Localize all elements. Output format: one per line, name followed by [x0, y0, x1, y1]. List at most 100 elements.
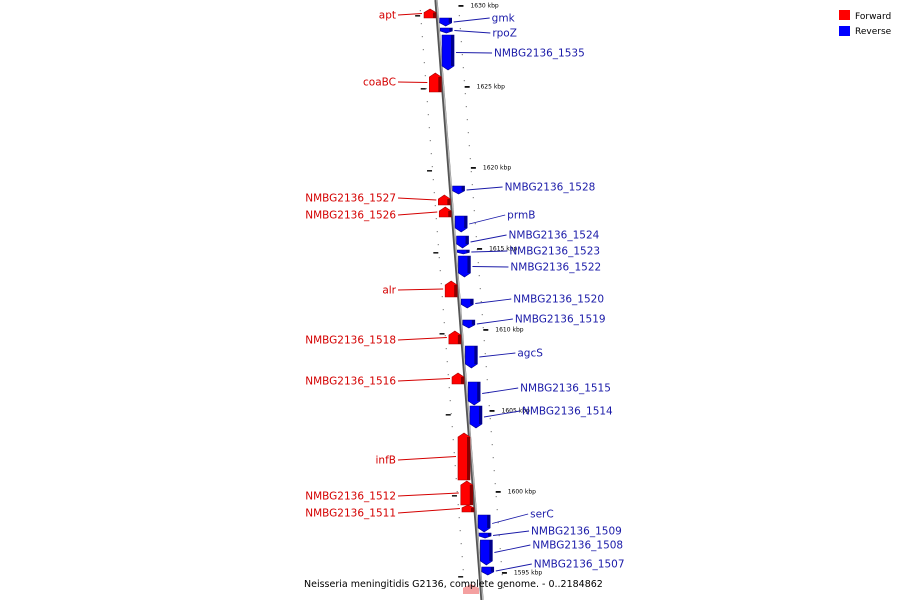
genome-axis-line — [436, 0, 484, 600]
forward-gene-label[interactable]: NMBG2136_1511 — [305, 508, 396, 520]
guide-dot — [422, 49, 424, 51]
guide-dot — [425, 88, 427, 90]
reverse-gene-shade — [489, 540, 493, 561]
reverse-gene-connector — [479, 352, 516, 358]
guide-dot — [420, 23, 422, 25]
guide-dot — [481, 314, 483, 316]
guide-dot — [461, 556, 463, 558]
guide-dot — [419, 10, 421, 12]
legend-forward-swatch — [839, 10, 850, 20]
reverse-gene-shade — [451, 35, 455, 66]
reverse-gene-label[interactable]: NMBG2136_1515 — [520, 383, 611, 395]
reverse-gene-label[interactable]: NMBG2136_1508 — [532, 540, 623, 552]
guide-dot — [473, 210, 475, 212]
guide-dot — [444, 335, 446, 337]
guide-dot — [460, 543, 462, 545]
guide-dot — [501, 574, 503, 576]
reverse-gene-label[interactable]: agcS — [517, 348, 543, 360]
reverse-gene-label[interactable]: NMBG2136_1514 — [522, 406, 613, 418]
guide-dot — [486, 379, 488, 381]
reverse-gene-connector — [453, 17, 490, 23]
guide-dot — [488, 405, 490, 407]
reverse-gene-label[interactable]: NMBG2136_1509 — [531, 526, 622, 538]
reverse-gene-shade — [465, 236, 469, 244]
reverse-gene-connector — [492, 530, 530, 536]
guide-dot — [467, 132, 469, 134]
guide-dot — [428, 127, 430, 129]
guide-dot — [458, 517, 460, 519]
tick-label: 1615 kbp — [489, 246, 517, 253]
guide-dot — [466, 119, 468, 121]
forward-gene-label[interactable]: coaBC — [363, 77, 396, 89]
forward-gene-label[interactable]: NMBG2136_1526 — [305, 210, 396, 222]
guide-dot — [483, 340, 485, 342]
guide-dot — [437, 244, 439, 246]
guide-dot — [458, 15, 460, 17]
guide-dot — [464, 93, 466, 95]
forward-gene-connector — [397, 288, 444, 291]
tick-label: 1610 kbp — [495, 327, 523, 334]
forward-gene-label[interactable]: infB — [376, 455, 396, 467]
reverse-gene-label[interactable]: prmB — [507, 210, 535, 222]
reverse-gene-label[interactable]: rpoZ — [492, 28, 517, 40]
reverse-gene-label[interactable]: NMBG2136_1507 — [534, 559, 625, 571]
guide-dot — [490, 431, 492, 433]
tick-label: 1630 kbp — [470, 3, 498, 10]
reverse-gene-label[interactable]: NMBG2136_1522 — [510, 262, 601, 274]
tick-mark — [464, 86, 470, 88]
guide-dot — [493, 470, 495, 472]
reverse-gene-shade — [467, 256, 471, 273]
reverse-gene-label[interactable]: NMBG2136_1519 — [515, 314, 606, 326]
reverse-gene-connector — [456, 52, 493, 54]
guide-dot — [472, 197, 474, 199]
forward-gene-label[interactable]: alr — [382, 285, 396, 297]
guide-dot — [450, 413, 452, 415]
guide-dot — [446, 361, 448, 363]
forward-gene-label[interactable]: NMBG2136_1512 — [305, 491, 396, 503]
guide-dot — [474, 223, 476, 225]
faded-forward-gene — [463, 584, 479, 594]
legend: Forward Reverse — [839, 10, 892, 37]
reverse-gene-shade — [487, 515, 491, 528]
guide-dot — [465, 106, 467, 108]
forward-gene-label[interactable]: NMBG2136_1527 — [305, 193, 396, 205]
guide-dot — [499, 548, 501, 550]
reverse-gene-label[interactable]: NMBG2136_1528 — [505, 182, 596, 194]
guide-dot — [454, 465, 456, 467]
tick-label: 1605 kbp — [502, 408, 530, 415]
guide-dot — [500, 561, 502, 563]
forward-gene-label[interactable]: NMBG2136_1518 — [305, 335, 396, 347]
guide-dot — [457, 504, 459, 506]
reverse-gene-shade — [449, 28, 453, 31]
forward-gene-label[interactable]: NMBG2136_1516 — [305, 376, 396, 388]
axis-dash — [451, 495, 457, 497]
tick-mark — [495, 491, 501, 493]
forward-gene-connector — [397, 197, 437, 201]
reverse-gene-shade — [448, 18, 452, 23]
reverse-gene-label[interactable]: NMBG2136_1523 — [509, 246, 600, 258]
reverse-gene-connector — [472, 266, 509, 268]
guide-dot — [469, 158, 471, 160]
guide-dot — [482, 327, 484, 329]
forward-gene-connector — [397, 508, 461, 514]
guide-dot — [497, 522, 499, 524]
guide-dot — [439, 270, 441, 272]
forward-gene-connector — [397, 378, 451, 382]
reverse-gene-shade — [474, 346, 478, 364]
guide-dot — [443, 322, 445, 324]
reverse-gene-label[interactable]: NMBG2136_1520 — [513, 294, 604, 306]
guide-dot — [429, 140, 431, 142]
forward-gene-shade — [454, 285, 458, 297]
reverse-gene-label[interactable]: serC — [530, 509, 554, 521]
reverse-gene-label[interactable]: NMBG2136_1524 — [509, 230, 600, 242]
tick-mark — [458, 5, 464, 7]
guide-dot — [489, 418, 491, 420]
guide-dot — [453, 452, 455, 454]
guide-dot — [461, 54, 463, 56]
reverse-gene-label[interactable]: NMBG2136_1535 — [494, 48, 585, 60]
forward-gene-shade — [466, 437, 470, 480]
guide-dot — [423, 62, 425, 64]
forward-gene-label[interactable]: apt — [379, 10, 396, 22]
guide-dot — [456, 491, 458, 493]
reverse-gene-label[interactable]: gmk — [492, 13, 516, 25]
